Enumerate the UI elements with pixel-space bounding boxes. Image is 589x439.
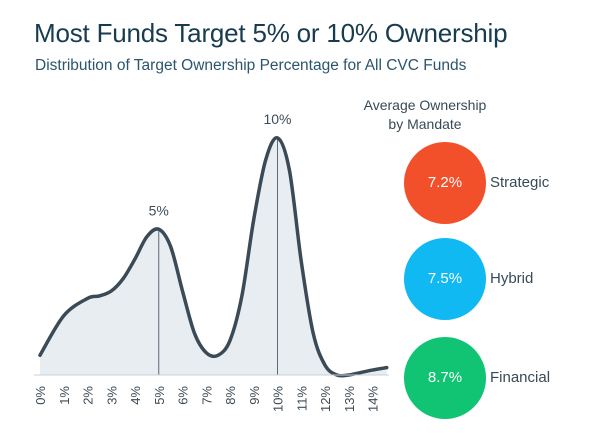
x-tick-label-12: 12%: [318, 386, 333, 412]
hybrid-circle: 7.5%: [404, 238, 486, 320]
x-tick-label-10: 10%: [271, 386, 286, 412]
legend-title-line2: by Mandate: [388, 116, 462, 132]
financial-label: Financial: [490, 369, 551, 386]
hybrid-label: Hybrid: [490, 270, 534, 287]
chart-title: Most Funds Target 5% or 10% Ownership: [34, 18, 508, 48]
financial-circle: 8.7%: [404, 337, 486, 419]
financial-value: 8.7%: [427, 369, 463, 386]
x-tick-label-7: 7%: [199, 386, 214, 405]
x-tick-label-0: 0%: [33, 386, 48, 405]
density-line: [38, 136, 389, 378]
x-tick-label-3: 3%: [104, 386, 119, 405]
legend-title: Average Ownership by Mandate: [350, 96, 500, 134]
x-tick-label-11: 11%: [294, 386, 309, 411]
x-tick-label-5: 5%: [152, 386, 167, 405]
density-area: [40, 137, 387, 376]
strategic-value: 7.2%: [427, 174, 463, 191]
chart-subtitle: Distribution of Target Ownership Percent…: [35, 57, 467, 74]
x-tick-label-1: 1%: [57, 386, 72, 405]
x-tick-label-6: 6%: [176, 386, 191, 405]
x-tick-label-14: 14%: [366, 386, 381, 412]
strategic-circle: 7.2%: [404, 142, 486, 224]
x-tick-label-13: 13%: [342, 386, 357, 412]
legend-title-line1: Average Ownership: [363, 97, 487, 113]
peak-label-1: 10%: [263, 111, 291, 127]
x-tick-label-4: 4%: [128, 386, 143, 405]
strategic-label: Strategic: [490, 174, 550, 191]
x-tick-label-8: 8%: [223, 386, 238, 405]
hybrid-value: 7.5%: [427, 270, 463, 287]
peak-label-0: 5%: [149, 202, 169, 218]
x-tick-label-9: 9%: [247, 386, 262, 405]
x-tick-label-2: 2%: [81, 386, 96, 405]
